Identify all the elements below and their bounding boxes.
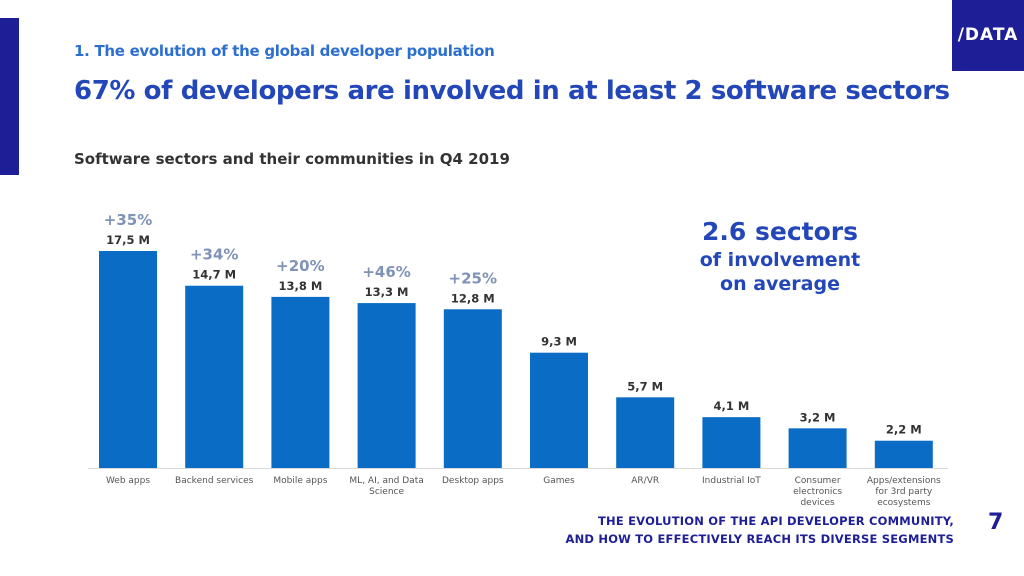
bar — [185, 285, 244, 468]
growth-label: +35% — [104, 211, 152, 229]
category-label: Mobile apps — [273, 476, 327, 486]
section-title: 1. The evolution of the global developer… — [74, 42, 495, 60]
bar — [271, 296, 330, 468]
category-label: Backend services — [175, 476, 254, 486]
left-accent-bar — [0, 18, 19, 175]
growth-label: +25% — [449, 269, 497, 287]
category-label: Web apps — [106, 476, 150, 486]
average-callout: 2.6 sectors of involvement on average — [680, 216, 880, 296]
category-label: Consumer electronics devices — [793, 476, 842, 508]
idata-logo: /DATA — [952, 0, 1024, 71]
category-label: AR/VR — [631, 476, 659, 486]
bar — [874, 440, 933, 468]
chart-title: Software sectors and their communities i… — [74, 150, 510, 168]
category-label: Industrial IoT — [702, 476, 761, 486]
bar — [443, 309, 502, 468]
bar — [702, 417, 761, 468]
bar — [357, 303, 416, 468]
value-label: 4,1 M — [713, 399, 749, 413]
logo-text: /DATA — [957, 25, 1019, 45]
callout-line-2: on average — [720, 273, 840, 295]
callout-headline: 2.6 sectors — [702, 217, 858, 246]
category-label: Desktop apps — [442, 476, 504, 486]
footer-caption: THE EVOLUTION OF THE API DEVELOPER COMMU… — [566, 512, 955, 548]
value-label: 2,2 M — [886, 423, 922, 437]
value-label: 3,2 M — [800, 410, 836, 424]
bar — [616, 397, 675, 468]
category-label: Games — [543, 476, 575, 486]
bar — [788, 428, 847, 468]
bar — [99, 251, 157, 468]
footer-line-1: THE EVOLUTION OF THE API DEVELOPER COMMU… — [598, 514, 954, 528]
bar — [530, 352, 588, 468]
category-label: ML, AI, and Data Science — [349, 476, 423, 497]
page-number: 7 — [988, 510, 1004, 535]
value-label: 13,8 M — [278, 279, 322, 293]
footer-line-2: AND HOW TO EFFECTIVELY REACH ITS DIVERSE… — [565, 532, 954, 546]
value-label: 14,7 M — [192, 268, 236, 282]
value-label: 12,8 M — [451, 291, 495, 305]
growth-label: +20% — [276, 257, 324, 275]
value-label: 5,7 M — [627, 379, 663, 393]
growth-label: +34% — [190, 246, 238, 264]
callout-line-1: of involvement — [699, 249, 861, 271]
value-label: 17,5 M — [106, 233, 150, 247]
growth-label: +46% — [362, 263, 410, 281]
value-label: 9,3 M — [541, 335, 577, 349]
value-label: 13,3 M — [365, 285, 409, 299]
category-label: Apps/extensions for 3rd party ecosystems — [867, 476, 941, 508]
page-title: 67% of developers are involved in at lea… — [74, 76, 950, 106]
